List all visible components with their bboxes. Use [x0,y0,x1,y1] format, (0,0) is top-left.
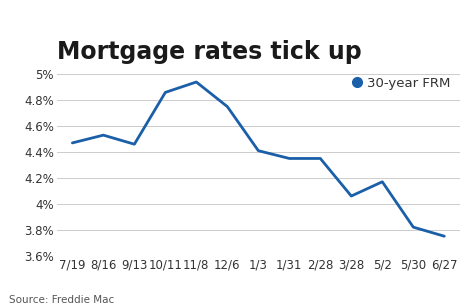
Legend: 30-year FRM: 30-year FRM [351,74,453,93]
Text: Mortgage rates tick up: Mortgage rates tick up [57,40,362,64]
Text: Source: Freddie Mac: Source: Freddie Mac [9,295,115,305]
